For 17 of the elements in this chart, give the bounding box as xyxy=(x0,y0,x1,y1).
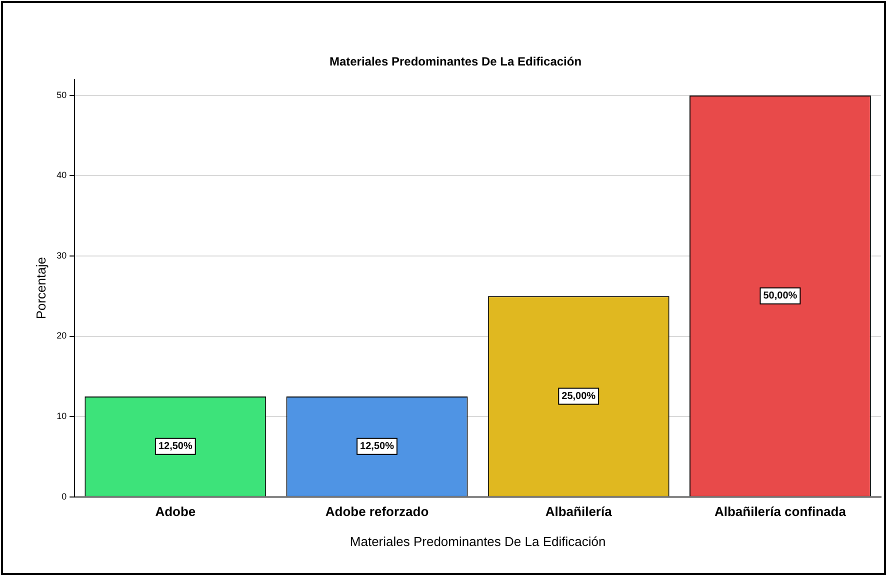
y-tick-label: 40 xyxy=(56,170,67,180)
x-axis-title: Materiales Predominantes De La Edificación xyxy=(350,534,606,549)
y-tick-label: 30 xyxy=(56,250,67,260)
x-tick-label: Albañilería confinada xyxy=(714,504,847,520)
y-tick-label: 20 xyxy=(56,330,67,341)
x-tick-label: Albañilería xyxy=(545,504,613,520)
y-tick-label: 0 xyxy=(62,491,67,502)
chart-title: Materiales Predominantes De La Edificación xyxy=(329,54,582,69)
x-tick-label: Adobe reforzado xyxy=(325,504,429,520)
data-label: 12,50% xyxy=(360,441,394,452)
data-label: 50,00% xyxy=(763,290,798,302)
data-label: 25,00% xyxy=(562,390,596,402)
y-tick-label: 10 xyxy=(56,411,67,422)
x-tick-label: Adobe xyxy=(155,504,196,520)
y-axis-title: Porcentaje xyxy=(33,257,48,320)
y-tick-label: 50 xyxy=(56,90,67,100)
data-label: 12,50% xyxy=(158,441,192,452)
